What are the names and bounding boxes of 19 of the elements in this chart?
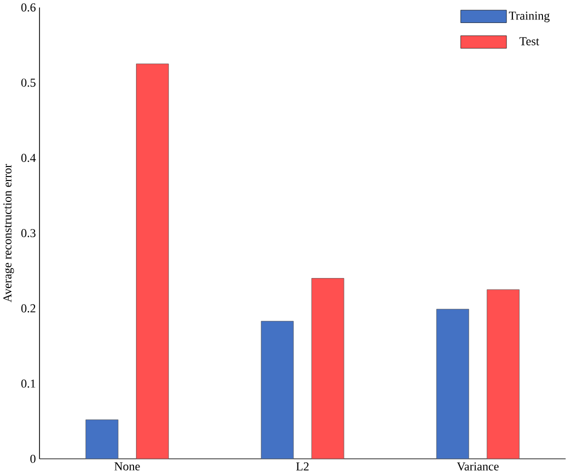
bar [86, 420, 118, 460]
y-tick-label: 0 [30, 454, 36, 463]
legend-label: Test [520, 37, 540, 46]
bar [311, 278, 344, 460]
y-tick-label: 0.5 [21, 78, 36, 87]
x-tick-label: L2 [296, 462, 309, 470]
bar [436, 308, 470, 460]
bar [136, 64, 169, 460]
y-tick-label: 0.4 [21, 154, 36, 162]
y-tick-label: 0.6 [21, 3, 36, 12]
x-tick-label: None [114, 462, 140, 470]
x-tick-label: Variance [456, 462, 499, 471]
bar [260, 321, 294, 460]
y-tick-label: 0.1 [21, 380, 36, 388]
y-tick-label: 0.2 [21, 304, 36, 313]
bar [486, 289, 520, 460]
legend-label: Training [508, 12, 550, 22]
y-axis-title: Average reconstruction error [3, 164, 14, 302]
y-tick-label: 0.3 [21, 229, 36, 238]
